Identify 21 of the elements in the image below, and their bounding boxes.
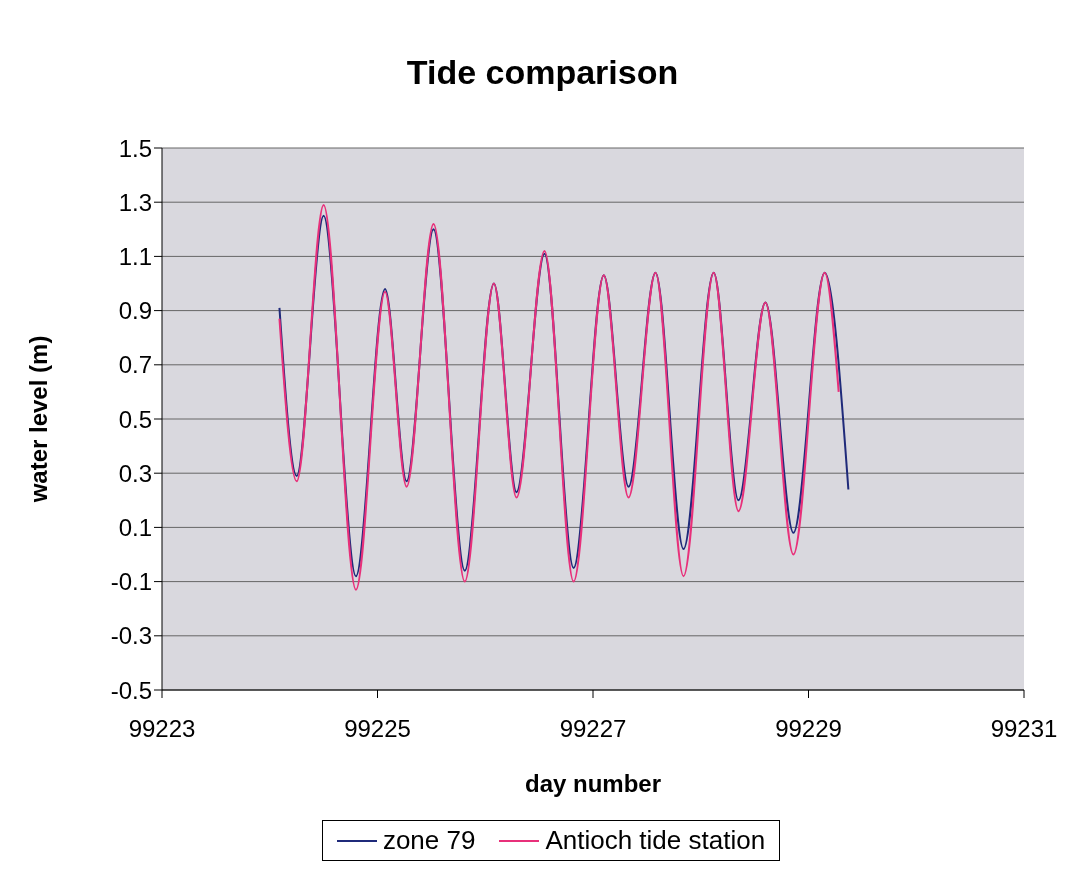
y-axis-title: water level (m) bbox=[24, 335, 52, 504]
x-axis-title: day number bbox=[524, 770, 662, 798]
chart-title: Tide comparison bbox=[405, 53, 680, 92]
y-tick-label: 0.7 bbox=[118, 351, 152, 379]
y-tick-label: -0.3 bbox=[110, 622, 152, 650]
x-tick-label: 99227 bbox=[559, 715, 627, 743]
x-tick-label: 99223 bbox=[128, 715, 196, 743]
legend-label: Antioch tide station bbox=[544, 825, 766, 856]
x-tick-label: 99225 bbox=[344, 715, 411, 743]
y-tick-label: 1.3 bbox=[118, 188, 152, 216]
y-tick-label: 1.5 bbox=[118, 134, 152, 162]
y-tick-label: 0.9 bbox=[118, 297, 152, 325]
legend-label: zone 79 bbox=[381, 825, 476, 856]
y-tick-label: 0.1 bbox=[118, 513, 152, 541]
y-tick-label: -0.1 bbox=[110, 568, 152, 596]
x-tick-label: 99231 bbox=[990, 715, 1058, 743]
x-tick-label: 99229 bbox=[775, 715, 842, 743]
y-tick-label: 0.3 bbox=[118, 459, 152, 487]
y-tick-label: 0.5 bbox=[118, 405, 152, 433]
y-tick-label: -0.5 bbox=[110, 676, 152, 704]
y-tick-label: 1.1 bbox=[118, 242, 152, 270]
